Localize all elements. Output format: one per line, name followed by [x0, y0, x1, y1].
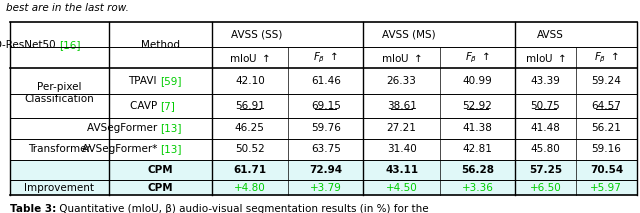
Text: +5.97: +5.97 [591, 183, 622, 193]
Text: 56.21: 56.21 [591, 124, 621, 134]
Text: AVSegFormer*: AVSegFormer* [81, 144, 160, 154]
Text: 64.57: 64.57 [591, 101, 621, 111]
Text: mIoU $\uparrow$: mIoU $\uparrow$ [525, 52, 566, 64]
Text: TPAVI: TPAVI [129, 76, 160, 86]
Text: Transformer: Transformer [28, 144, 91, 154]
Text: +3.36: +3.36 [461, 183, 493, 193]
Text: 43.39: 43.39 [531, 76, 561, 86]
Text: +4.50: +4.50 [386, 183, 417, 193]
Text: 45.80: 45.80 [531, 144, 561, 154]
Text: [13]: [13] [160, 144, 182, 154]
Text: Quantitative (mIoU, β) audio-visual segmentation results (in %) for the: Quantitative (mIoU, β) audio-visual segm… [56, 204, 428, 213]
Text: +4.80: +4.80 [234, 183, 266, 193]
Text: 43.11: 43.11 [385, 165, 418, 175]
Text: [7]: [7] [160, 101, 175, 111]
Text: 46.25: 46.25 [235, 124, 265, 134]
Text: 59.24: 59.24 [591, 76, 621, 86]
Text: +3.79: +3.79 [310, 183, 342, 193]
Text: 72.94: 72.94 [309, 165, 342, 175]
Text: 27.21: 27.21 [387, 124, 417, 134]
Text: [13]: [13] [160, 124, 182, 134]
Text: 42.10: 42.10 [235, 76, 265, 86]
Text: 31.40: 31.40 [387, 144, 417, 154]
Text: mIoU $\uparrow$: mIoU $\uparrow$ [381, 52, 422, 64]
Text: 59.16: 59.16 [591, 144, 621, 154]
Text: [16]: [16] [59, 40, 81, 50]
Text: 40.99: 40.99 [463, 76, 492, 86]
Text: 42.81: 42.81 [463, 144, 492, 154]
Text: AVSS (SS): AVSS (SS) [231, 30, 282, 40]
Text: mIoU $\uparrow$: mIoU $\uparrow$ [229, 52, 270, 64]
Text: CPM: CPM [147, 183, 173, 193]
Text: CAVP: CAVP [130, 101, 160, 111]
Text: $F_\beta$ $\uparrow$: $F_\beta$ $\uparrow$ [314, 50, 338, 65]
Text: D-ResNet50: D-ResNet50 [0, 40, 59, 50]
Text: 41.48: 41.48 [531, 124, 561, 134]
Text: best are in the last row.: best are in the last row. [6, 3, 129, 13]
Text: 26.33: 26.33 [387, 76, 417, 86]
Text: AVSS (MS): AVSS (MS) [382, 30, 435, 40]
Text: 50.75: 50.75 [531, 101, 561, 111]
Text: 41.38: 41.38 [463, 124, 492, 134]
Text: 61.46: 61.46 [311, 76, 340, 86]
Text: $F_\beta$ $\uparrow$: $F_\beta$ $\uparrow$ [465, 50, 490, 65]
Text: Per-pixel
Classification: Per-pixel Classification [24, 82, 94, 104]
Text: CPM: CPM [147, 165, 173, 175]
Text: 57.25: 57.25 [529, 165, 562, 175]
Text: 52.92: 52.92 [463, 101, 492, 111]
Text: 56.28: 56.28 [461, 165, 494, 175]
Text: Table 3:: Table 3: [10, 204, 56, 213]
Text: Improvement: Improvement [24, 183, 94, 193]
Text: 69.15: 69.15 [311, 101, 340, 111]
Text: AVSS: AVSS [536, 30, 563, 40]
Text: 50.52: 50.52 [235, 144, 265, 154]
Text: Method: Method [141, 40, 180, 50]
Text: +6.50: +6.50 [530, 183, 561, 193]
Text: 63.75: 63.75 [311, 144, 340, 154]
Text: 70.54: 70.54 [589, 165, 623, 175]
Text: AVSegFormer: AVSegFormer [86, 124, 160, 134]
Text: $F_\beta$ $\uparrow$: $F_\beta$ $\uparrow$ [594, 50, 619, 65]
Text: 59.76: 59.76 [311, 124, 340, 134]
Text: [59]: [59] [160, 76, 182, 86]
Text: 61.71: 61.71 [233, 165, 266, 175]
Text: 56.91: 56.91 [235, 101, 265, 111]
Text: 38.61: 38.61 [387, 101, 417, 111]
